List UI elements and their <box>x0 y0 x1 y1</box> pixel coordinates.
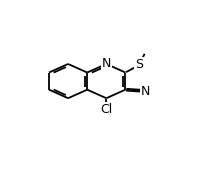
Text: S: S <box>135 58 143 71</box>
Text: Cl: Cl <box>100 103 112 116</box>
Text: N: N <box>141 84 150 97</box>
Text: N: N <box>102 57 111 70</box>
